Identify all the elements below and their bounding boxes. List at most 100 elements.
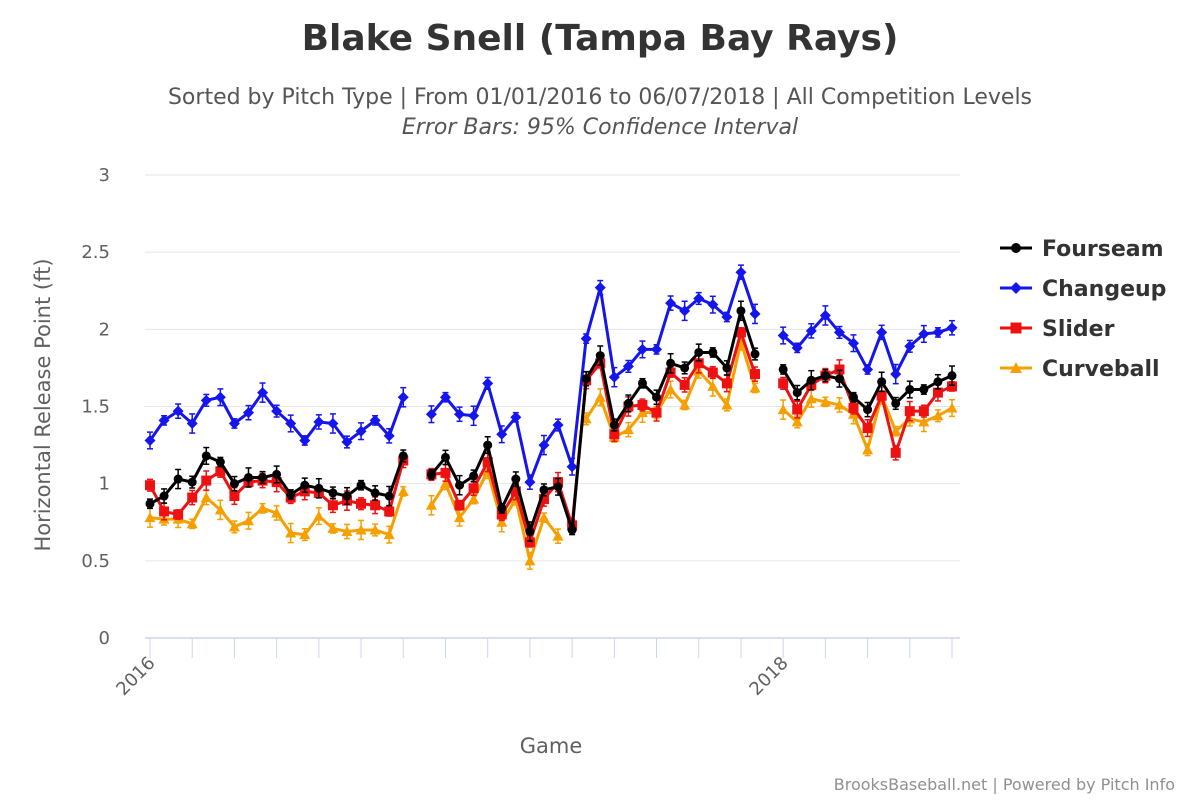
data-point-changeup	[665, 297, 677, 309]
series-line-curveball	[430, 469, 560, 563]
legend-item-changeup[interactable]: Changeup	[1000, 277, 1166, 302]
data-point-fourseam	[243, 472, 253, 482]
legend-item-fourseam[interactable]: Fourseam	[1000, 237, 1164, 262]
data-point-changeup	[186, 417, 198, 429]
data-point-fourseam	[440, 452, 450, 462]
x-tick-label: 2016	[112, 653, 159, 700]
data-point-fourseam	[370, 488, 380, 498]
x-axis-title: Game	[520, 734, 583, 758]
y-tick-label: 0	[99, 628, 110, 649]
data-point-curveball	[383, 529, 395, 540]
data-point-fourseam	[328, 488, 338, 498]
data-point-changeup	[158, 414, 170, 426]
data-point-changeup	[144, 434, 156, 446]
data-point-fourseam	[736, 306, 746, 316]
data-point-changeup	[327, 417, 339, 429]
data-point-changeup	[707, 299, 719, 311]
data-point-curveball	[439, 478, 451, 489]
y-tick-label: 2	[99, 319, 110, 340]
data-point-fourseam	[553, 482, 563, 492]
data-point-fourseam	[229, 479, 239, 489]
data-point-slider	[145, 480, 155, 491]
data-point-changeup	[242, 407, 254, 419]
x-tick-label: 2018	[745, 653, 792, 700]
data-point-slider	[721, 378, 732, 389]
data-point-fourseam	[905, 385, 915, 395]
y-tick-label: 1.5	[81, 397, 110, 418]
data-point-fourseam	[567, 525, 577, 535]
data-point-slider	[848, 403, 859, 414]
data-point-changeup	[608, 371, 620, 383]
data-point-slider	[384, 506, 395, 517]
data-point-fourseam	[187, 477, 197, 487]
data-point-changeup	[721, 311, 733, 323]
legend-marker-triangle-icon	[1010, 362, 1022, 373]
legend-item-curveball[interactable]: Curveball	[1000, 357, 1160, 382]
data-point-curveball	[538, 512, 550, 523]
data-point-slider	[890, 447, 901, 458]
data-point-fourseam	[623, 398, 633, 408]
data-point-fourseam	[919, 385, 929, 395]
data-point-changeup	[791, 342, 803, 354]
data-point-fourseam	[722, 363, 732, 373]
y-axis-ticks: 0 0.5 1 1.5 2 2.5 3	[81, 165, 110, 649]
data-point-curveball	[636, 407, 648, 418]
data-point-changeup	[482, 377, 494, 389]
data-point-changeup	[946, 322, 958, 334]
data-point-fourseam	[173, 474, 183, 484]
legend-item-slider[interactable]: Slider	[1000, 317, 1115, 342]
data-point-curveball	[524, 555, 536, 566]
credits-text[interactable]: BrooksBaseball.net | Powered by Pitch In…	[834, 775, 1175, 794]
data-point-fourseam	[272, 469, 282, 479]
data-point-curveball	[496, 516, 508, 527]
data-point-slider	[904, 406, 915, 417]
data-point-changeup	[383, 430, 395, 442]
legend-marker-diamond-icon	[1010, 282, 1022, 294]
data-point-changeup	[749, 308, 761, 320]
data-point-curveball	[425, 499, 437, 510]
data-point-fourseam	[694, 347, 704, 357]
data-point-slider	[679, 379, 690, 390]
data-point-changeup	[313, 416, 325, 428]
data-point-curveball	[791, 416, 803, 427]
data-point-changeup	[285, 417, 297, 429]
data-point-changeup	[524, 476, 536, 488]
data-point-changeup	[496, 428, 508, 440]
data-point-curveball	[721, 399, 733, 410]
data-point-fourseam	[159, 491, 169, 501]
data-point-changeup	[622, 360, 634, 372]
data-point-curveball	[271, 507, 283, 518]
data-point-curveball	[946, 402, 958, 413]
data-point-changeup	[397, 391, 409, 403]
data-point-curveball	[622, 424, 634, 435]
series-fourseam	[145, 300, 957, 542]
data-point-slider	[609, 429, 620, 440]
data-point-changeup	[200, 394, 212, 406]
data-point-changeup	[833, 326, 845, 338]
series-changeup	[144, 264, 958, 490]
data-point-fourseam	[201, 451, 211, 461]
data-point-fourseam	[398, 451, 408, 461]
data-point-fourseam	[497, 503, 507, 513]
data-point-slider	[440, 467, 451, 478]
data-point-slider	[693, 358, 704, 369]
data-point-changeup	[904, 340, 916, 352]
data-point-changeup	[566, 461, 578, 473]
data-point-curveball	[932, 410, 944, 421]
data-point-changeup	[651, 343, 663, 355]
data-point-slider	[510, 486, 521, 497]
data-point-slider	[524, 537, 535, 548]
data-point-slider	[229, 491, 240, 502]
data-point-slider	[862, 423, 873, 434]
data-point-curveball	[355, 524, 367, 535]
data-point-curveball	[862, 444, 874, 455]
data-point-changeup	[777, 330, 789, 342]
data-point-changeup	[355, 425, 367, 437]
data-point-fourseam	[933, 377, 943, 387]
data-point-slider	[482, 457, 493, 468]
data-point-fourseam	[708, 347, 718, 357]
data-point-changeup	[932, 326, 944, 338]
chart-subtitle-error-bars: Error Bars: 95% Confidence Interval	[402, 115, 798, 140]
data-point-fourseam	[426, 469, 436, 479]
data-point-fourseam	[258, 472, 268, 482]
